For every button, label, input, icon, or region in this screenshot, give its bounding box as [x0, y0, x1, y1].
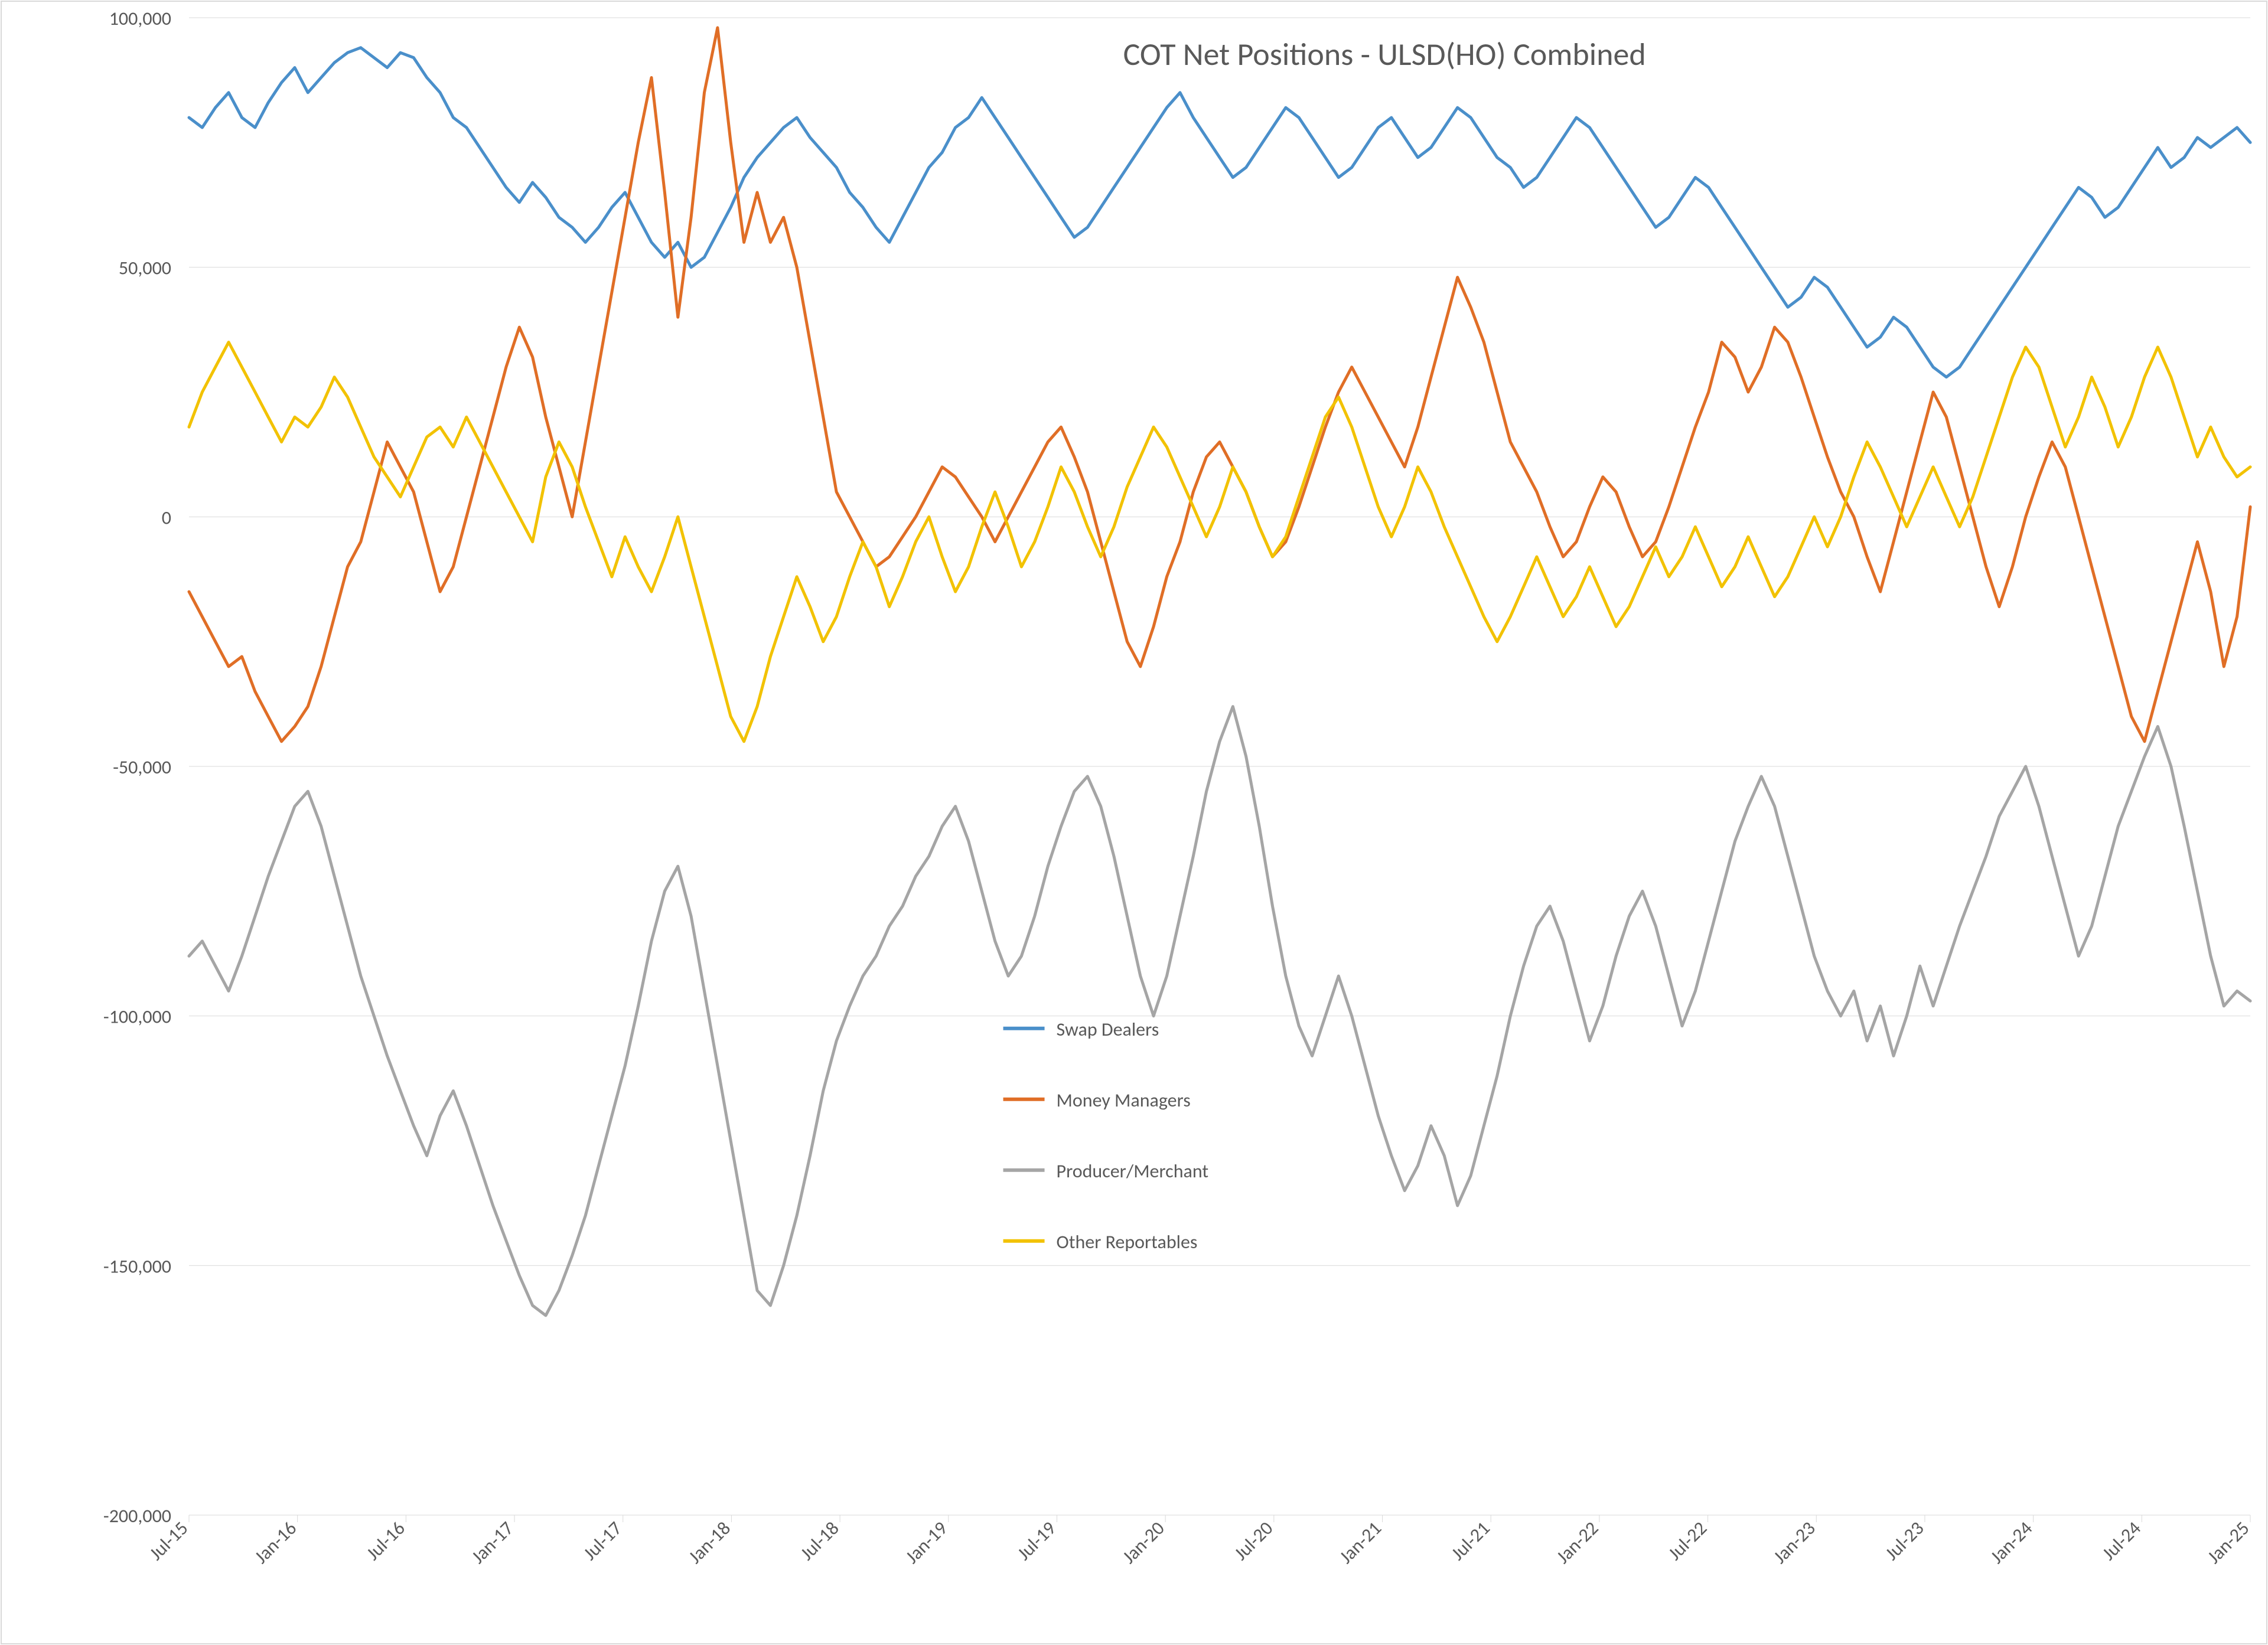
y-tick-label: 100,000: [109, 7, 171, 30]
x-tick-label: Jan-24: [1986, 1517, 2037, 1568]
x-tick-label: Jul-24: [2097, 1517, 2146, 1565]
series-money-managers: [189, 28, 2250, 742]
y-tick-label: 0: [162, 506, 171, 529]
x-tick-label: Jan-18: [683, 1517, 735, 1568]
y-tick-label: -200,000: [103, 1504, 171, 1527]
x-tick-label: Jan-21: [1335, 1517, 1386, 1568]
x-tick-label: Jan-25: [2202, 1517, 2254, 1568]
legend-label: Other Reportables: [1057, 1231, 1198, 1254]
x-tick-label: Jan-19: [901, 1517, 952, 1568]
x-tick-label: Jul-20: [1229, 1517, 1278, 1565]
legend-label: Money Managers: [1057, 1089, 1191, 1112]
x-tick-label: Jul-21: [1446, 1517, 1495, 1565]
y-tick-label: -100,000: [103, 1006, 171, 1029]
legend-label: Producer/Merchant: [1057, 1160, 1209, 1183]
chart-title: COT Net Positions - ULSD(HO) Combined: [1123, 35, 1646, 74]
x-tick-label: Jul-17: [578, 1517, 627, 1565]
legend-label: Swap Dealers: [1057, 1018, 1159, 1041]
series-producer-merchant: [189, 707, 2250, 1316]
chart-container: -200,000 -150,000 -100,000 -50,000 0 50,000 10…: [0, 0, 2268, 1645]
x-tick-label: Jul-18: [796, 1517, 844, 1565]
x-tick-label: Jul-16: [361, 1517, 410, 1565]
x-tick-label: Jan-22: [1552, 1517, 1603, 1568]
line-chart: -200,000 -150,000 -100,000 -50,000 0 50,000 10…: [0, 0, 2268, 1645]
x-tick-label: Jan-23: [1768, 1517, 1820, 1568]
x-tick-label: Jan-20: [1117, 1517, 1169, 1568]
x-tick-label: Jan-16: [250, 1517, 301, 1568]
y-tick-label: 50,000: [119, 257, 171, 280]
x-tick-label: Jul-23: [1881, 1517, 1929, 1565]
series-swap-dealers: [189, 48, 2250, 377]
x-tick-label: Jan-17: [467, 1517, 518, 1568]
y-tick-label: -150,000: [103, 1255, 171, 1278]
legend: Swap Dealers Money Managers Producer/Merch…: [1003, 1018, 1209, 1254]
x-tick-label: Jul-22: [1663, 1517, 1712, 1565]
y-tick-label: -50,000: [113, 756, 171, 779]
x-tick-label: Jul-19: [1012, 1517, 1061, 1565]
